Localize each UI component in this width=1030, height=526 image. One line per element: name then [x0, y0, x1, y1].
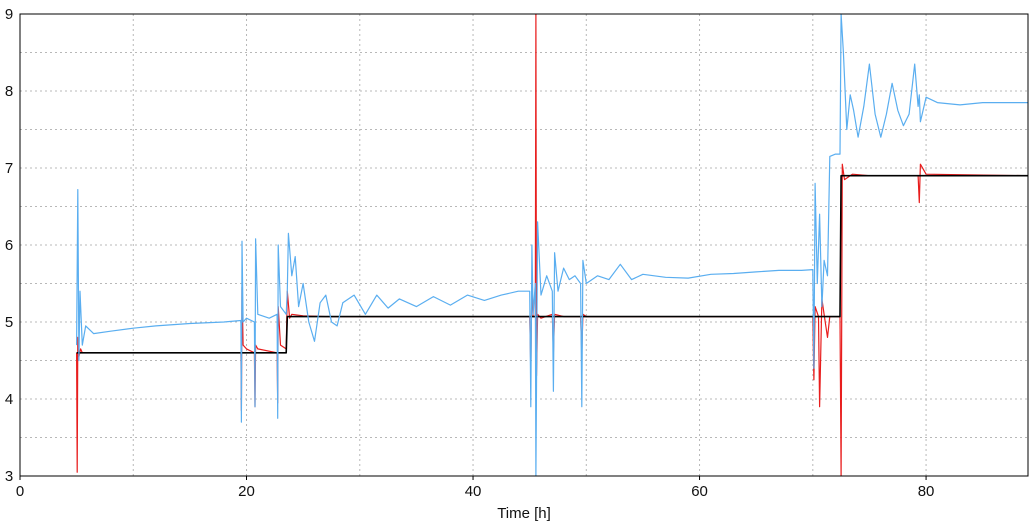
y-tick-label: 8: [5, 83, 13, 100]
x-tick-label: 60: [691, 483, 708, 500]
grid-lines: [20, 14, 1028, 476]
y-tick-label: 4: [5, 391, 13, 408]
series-lines: [76, 14, 1028, 476]
plot-frame: [19, 13, 1029, 477]
y-tick-label: 6: [5, 237, 13, 254]
x-tick-label: 40: [465, 483, 482, 500]
x-tick-label: 0: [16, 483, 24, 500]
series-line: [76, 14, 1028, 476]
y-tick-label: 3: [5, 468, 13, 485]
y-tick-label: 9: [5, 6, 13, 23]
x-tick-label: 80: [918, 483, 935, 500]
y-tick-label: 5: [5, 314, 13, 331]
tick-labels: 0 20 40 60 80 3 4 5 6 7 8 9: [5, 6, 935, 500]
x-axis-label: Time [h]: [497, 505, 551, 522]
x-tick-label: 20: [238, 483, 255, 500]
y-tick-label: 7: [5, 160, 13, 177]
